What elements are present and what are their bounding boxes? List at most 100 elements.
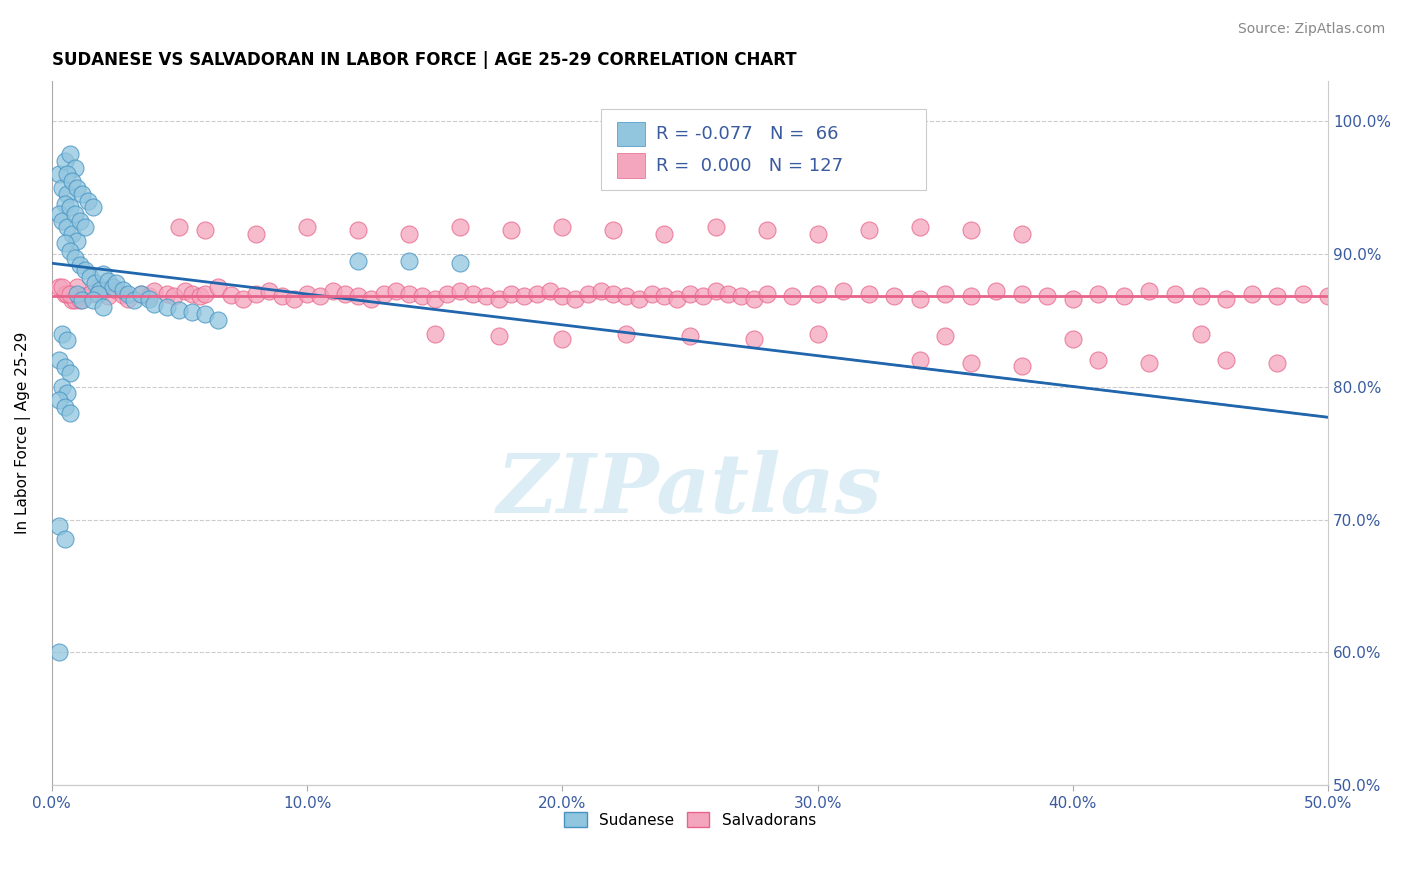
Point <box>1291 286 1313 301</box>
Point <box>51 380 73 394</box>
Point <box>91 284 114 298</box>
Point <box>72 289 94 303</box>
Point <box>59 286 82 301</box>
Point <box>129 286 152 301</box>
Point <box>347 289 370 303</box>
Point <box>807 227 830 241</box>
Point <box>82 201 104 215</box>
Point <box>76 194 98 208</box>
Point <box>142 284 165 298</box>
Point <box>1011 359 1033 373</box>
Point <box>56 386 79 401</box>
Point <box>1087 286 1109 301</box>
Point <box>181 305 204 319</box>
Point <box>1139 356 1161 370</box>
Point <box>48 207 70 221</box>
Point <box>72 187 94 202</box>
Point <box>156 286 179 301</box>
Point <box>56 286 79 301</box>
FancyBboxPatch shape <box>600 110 927 190</box>
Point <box>69 293 91 308</box>
Point <box>156 300 179 314</box>
Point <box>53 154 76 169</box>
Point <box>1189 289 1212 303</box>
Point <box>755 223 778 237</box>
Point <box>501 223 523 237</box>
Point <box>104 276 127 290</box>
Point <box>1164 286 1187 301</box>
Point <box>1087 353 1109 368</box>
Point <box>692 289 714 303</box>
Point <box>60 227 83 241</box>
Point <box>959 223 981 237</box>
Legend: Sudanese, Salvadorans: Sudanese, Salvadorans <box>558 805 823 834</box>
Point <box>602 223 624 237</box>
Point <box>48 280 70 294</box>
Point <box>959 356 981 370</box>
Point <box>163 289 186 303</box>
Point <box>87 286 110 301</box>
Point <box>704 220 727 235</box>
Point <box>295 220 318 235</box>
Point <box>423 326 446 341</box>
Point <box>730 289 752 303</box>
Point <box>742 332 765 346</box>
Point <box>207 313 229 327</box>
Point <box>97 273 120 287</box>
Point <box>48 519 70 533</box>
Point <box>69 213 91 227</box>
Point <box>122 293 145 308</box>
Point <box>59 201 82 215</box>
Point <box>219 288 242 302</box>
Point <box>398 286 420 301</box>
Point <box>63 293 86 308</box>
Point <box>461 286 484 301</box>
Point <box>101 280 124 294</box>
FancyBboxPatch shape <box>617 153 645 178</box>
Point <box>614 289 637 303</box>
Point <box>1062 332 1084 346</box>
Point <box>207 280 229 294</box>
Point <box>1317 289 1340 303</box>
Point <box>51 213 73 227</box>
Point <box>576 286 599 301</box>
Point <box>60 174 83 188</box>
Point <box>129 286 152 301</box>
Point <box>551 220 574 235</box>
Point <box>63 207 86 221</box>
Point <box>82 293 104 308</box>
Point <box>48 167 70 181</box>
Point <box>48 353 70 368</box>
Point <box>360 292 382 306</box>
Point <box>79 286 101 301</box>
Point <box>513 289 536 303</box>
Point <box>1139 284 1161 298</box>
Point <box>858 286 880 301</box>
Point <box>257 284 280 298</box>
Point <box>654 289 676 303</box>
Point <box>807 326 830 341</box>
Point <box>986 284 1008 298</box>
Point <box>526 286 548 301</box>
Point <box>72 293 94 308</box>
Point <box>117 286 139 301</box>
Point <box>488 329 510 343</box>
Point <box>551 289 574 303</box>
Point <box>53 286 76 301</box>
Point <box>1240 286 1263 301</box>
Point <box>679 329 702 343</box>
Point <box>142 297 165 311</box>
Point <box>51 280 73 294</box>
Point <box>449 220 471 235</box>
Point <box>1189 326 1212 341</box>
Point <box>704 284 727 298</box>
Y-axis label: In Labor Force | Age 25-29: In Labor Force | Age 25-29 <box>15 332 31 534</box>
Point <box>112 283 135 297</box>
Point <box>53 400 76 414</box>
Point <box>1265 289 1288 303</box>
Point <box>423 292 446 306</box>
Point <box>1215 353 1237 368</box>
Point <box>908 220 931 235</box>
Point <box>807 286 830 301</box>
Point <box>56 220 79 235</box>
